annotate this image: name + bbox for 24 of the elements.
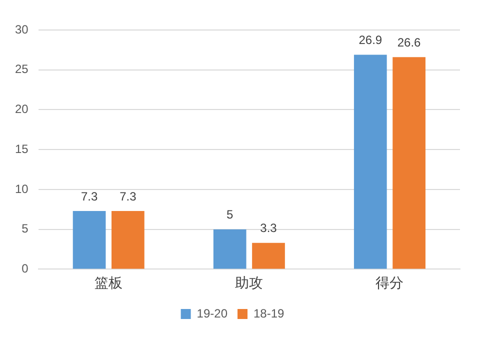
y-tick-label: 10 — [14, 182, 29, 196]
data-label: 26.6 — [397, 35, 422, 50]
bar — [72, 210, 106, 269]
data-label: 7.3 — [80, 189, 98, 204]
bar — [252, 242, 285, 269]
legend-label: 19-20 — [196, 306, 228, 320]
data-label: 7.3 — [120, 189, 137, 204]
data-label: 5 — [226, 208, 234, 222]
x-tick-label: 得分 — [376, 274, 404, 290]
bar — [112, 210, 144, 269]
y-tick-label: 25 — [14, 62, 29, 76]
y-tick-label: 15 — [14, 142, 29, 156]
y-tick-label: 30 — [14, 22, 29, 36]
bar — [354, 54, 387, 269]
y-tick-label: 20 — [14, 102, 29, 116]
data-label: 3.3 — [260, 221, 278, 236]
data-label: 26.9 — [358, 33, 382, 48]
y-tick-label: 5 — [22, 222, 29, 236]
x-tick-label: 助攻 — [235, 274, 264, 290]
x-tick-label: 篮板 — [94, 274, 123, 290]
bar — [392, 57, 426, 269]
y-tick-label: 0 — [22, 262, 29, 276]
bar — [213, 229, 246, 269]
legend-label: 18-19 — [254, 306, 285, 320]
